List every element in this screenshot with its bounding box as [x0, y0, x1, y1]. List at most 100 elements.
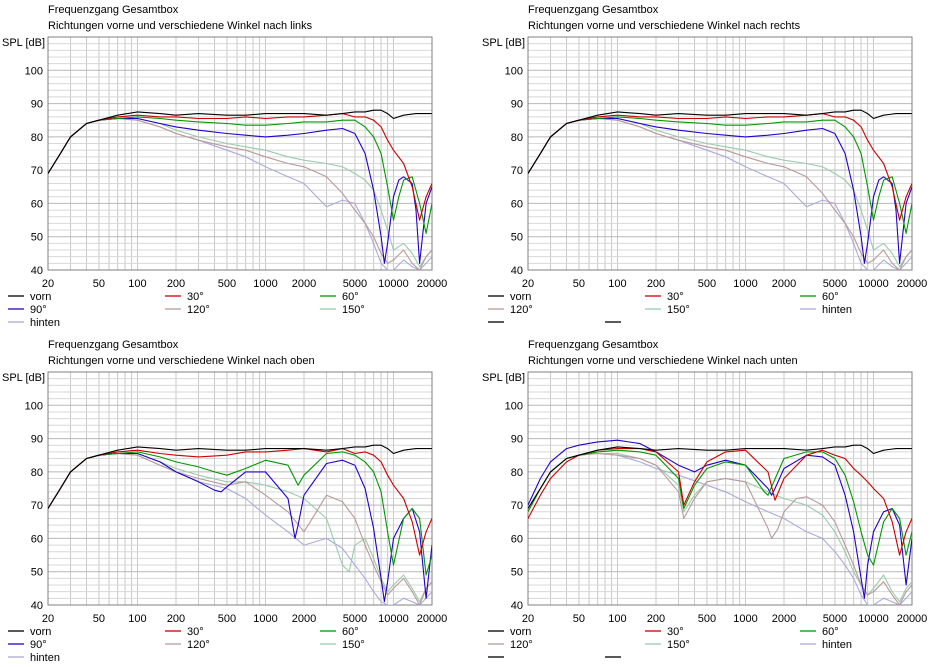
legend-item: 120°	[165, 639, 210, 651]
legend-item: 30°	[645, 626, 684, 638]
x-tick-label: 1000	[253, 613, 277, 625]
grid	[528, 372, 912, 605]
grid	[528, 37, 912, 270]
chart-panel-4: Frequenzgang Gesamtbox Richtungen vorne u…	[482, 339, 928, 658]
series-line-120deg	[528, 452, 912, 605]
series-lines	[48, 109, 432, 270]
y-tick-label: 60	[511, 198, 523, 210]
x-tick-label: 50	[573, 613, 585, 625]
x-tick-label: 10000	[858, 278, 889, 290]
x-tick-label: 50	[93, 613, 105, 625]
y-tick-label: 90	[511, 434, 523, 446]
y-tick-label: 80	[511, 467, 523, 479]
x-tick-label: 20000	[897, 278, 928, 290]
legend-label: 150°	[667, 639, 690, 651]
legend-item: 150°	[320, 304, 365, 316]
legend-label: 120°	[510, 304, 533, 316]
series-line-30deg	[528, 113, 912, 221]
x-tick-label: 50	[573, 278, 585, 290]
chart-title: Frequenzgang Gesamtbox	[48, 4, 179, 16]
y-tick-label: 100	[25, 400, 43, 412]
grid	[48, 372, 432, 605]
legend-item: hinten	[800, 639, 852, 651]
y-tick-label: 60	[31, 533, 43, 545]
x-tick-label: 1000	[733, 278, 757, 290]
y-tick-label: 60	[31, 198, 43, 210]
legend-label: 30°	[187, 626, 204, 638]
chart-subtitle: Richtungen vorne und verschiedene Winkel…	[48, 355, 315, 367]
y-tick-label: 80	[31, 467, 43, 479]
y-tick-label: 70	[31, 500, 43, 512]
x-tick-label: 2000	[292, 613, 316, 625]
x-tick-label: 500	[218, 613, 236, 625]
plot-frame	[527, 36, 913, 271]
legend-label: 60°	[822, 626, 839, 638]
legend-label: hinten	[822, 639, 852, 651]
y-tick-label: 100	[505, 400, 523, 412]
chart-subtitle: Richtungen vorne und verschiedene Winkel…	[48, 20, 313, 32]
chart-panel-1: Frequenzgang Gesamtbox Richtungen vorne u…	[2, 4, 447, 329]
legend-label: 90°	[30, 639, 47, 651]
legend-item: 90°	[8, 304, 47, 316]
legend-item: 120°	[488, 639, 533, 651]
x-tick-label: 100	[608, 278, 626, 290]
x-tick-label: 20	[42, 613, 54, 625]
x-tick-label: 5000	[343, 613, 367, 625]
legend-label: 150°	[342, 639, 365, 651]
legend-label: 150°	[667, 304, 690, 316]
y-tick-label: 50	[511, 232, 523, 244]
legend-label: hinten	[30, 652, 60, 664]
legend-item: vorn	[8, 626, 51, 638]
x-tick-label: 20	[42, 278, 54, 290]
series-line-30deg	[48, 448, 432, 556]
series-line-vorn	[528, 109, 912, 174]
y-axis-label: SPL [dB]	[2, 37, 45, 49]
chart-subtitle: Richtungen vorne und verschiedene Winkel…	[528, 20, 801, 32]
legend-label: 60°	[822, 291, 839, 303]
y-tick-label: 50	[31, 232, 43, 244]
legend-label: 90°	[30, 304, 47, 316]
legend-label: 30°	[667, 291, 684, 303]
x-tick-label: 2000	[772, 278, 796, 290]
y-tick-label: 60	[511, 533, 523, 545]
series-line-30deg	[48, 113, 432, 221]
y-tick-label: 90	[31, 434, 43, 446]
grid	[48, 37, 432, 270]
x-tick-label: 100	[608, 613, 626, 625]
x-tick-label: 20000	[897, 613, 928, 625]
y-tick-label: 90	[31, 99, 43, 111]
y-tick-label: 70	[511, 500, 523, 512]
x-tick-label: 2000	[772, 613, 796, 625]
plot-frame	[47, 36, 433, 271]
legend-item: 60°	[800, 291, 839, 303]
legend-item: 30°	[645, 291, 684, 303]
legend-item: 150°	[320, 639, 365, 651]
x-tick-label: 50	[93, 278, 105, 290]
legend-item: 90°	[8, 639, 47, 651]
series-line-60deg	[48, 116, 432, 234]
chart-title: Frequenzgang Gesamtbox	[528, 339, 659, 351]
y-tick-label: 90	[511, 99, 523, 111]
legend-label: vorn	[510, 626, 531, 638]
x-tick-label: 20	[522, 613, 534, 625]
x-tick-label: 1000	[253, 278, 277, 290]
legend-label: vorn	[510, 291, 531, 303]
legend-item: 60°	[320, 291, 359, 303]
legend-label: hinten	[30, 317, 60, 329]
plot-frame	[47, 371, 433, 606]
series-lines	[528, 439, 912, 605]
legend-label: 30°	[667, 626, 684, 638]
legend-item: hinten	[8, 317, 60, 329]
y-tick-label: 80	[31, 132, 43, 144]
y-tick-label: 50	[511, 567, 523, 579]
x-tick-label: 5000	[823, 613, 847, 625]
x-tick-label: 100	[128, 613, 146, 625]
chart-panel-3: Frequenzgang Gesamtbox Richtungen vorne u…	[2, 339, 447, 664]
x-tick-label: 1000	[733, 613, 757, 625]
y-tick-label: 40	[31, 265, 43, 277]
x-tick-label: 10000	[378, 613, 409, 625]
chart-title: Frequenzgang Gesamtbox	[528, 4, 659, 16]
legend-label: 120°	[187, 304, 210, 316]
